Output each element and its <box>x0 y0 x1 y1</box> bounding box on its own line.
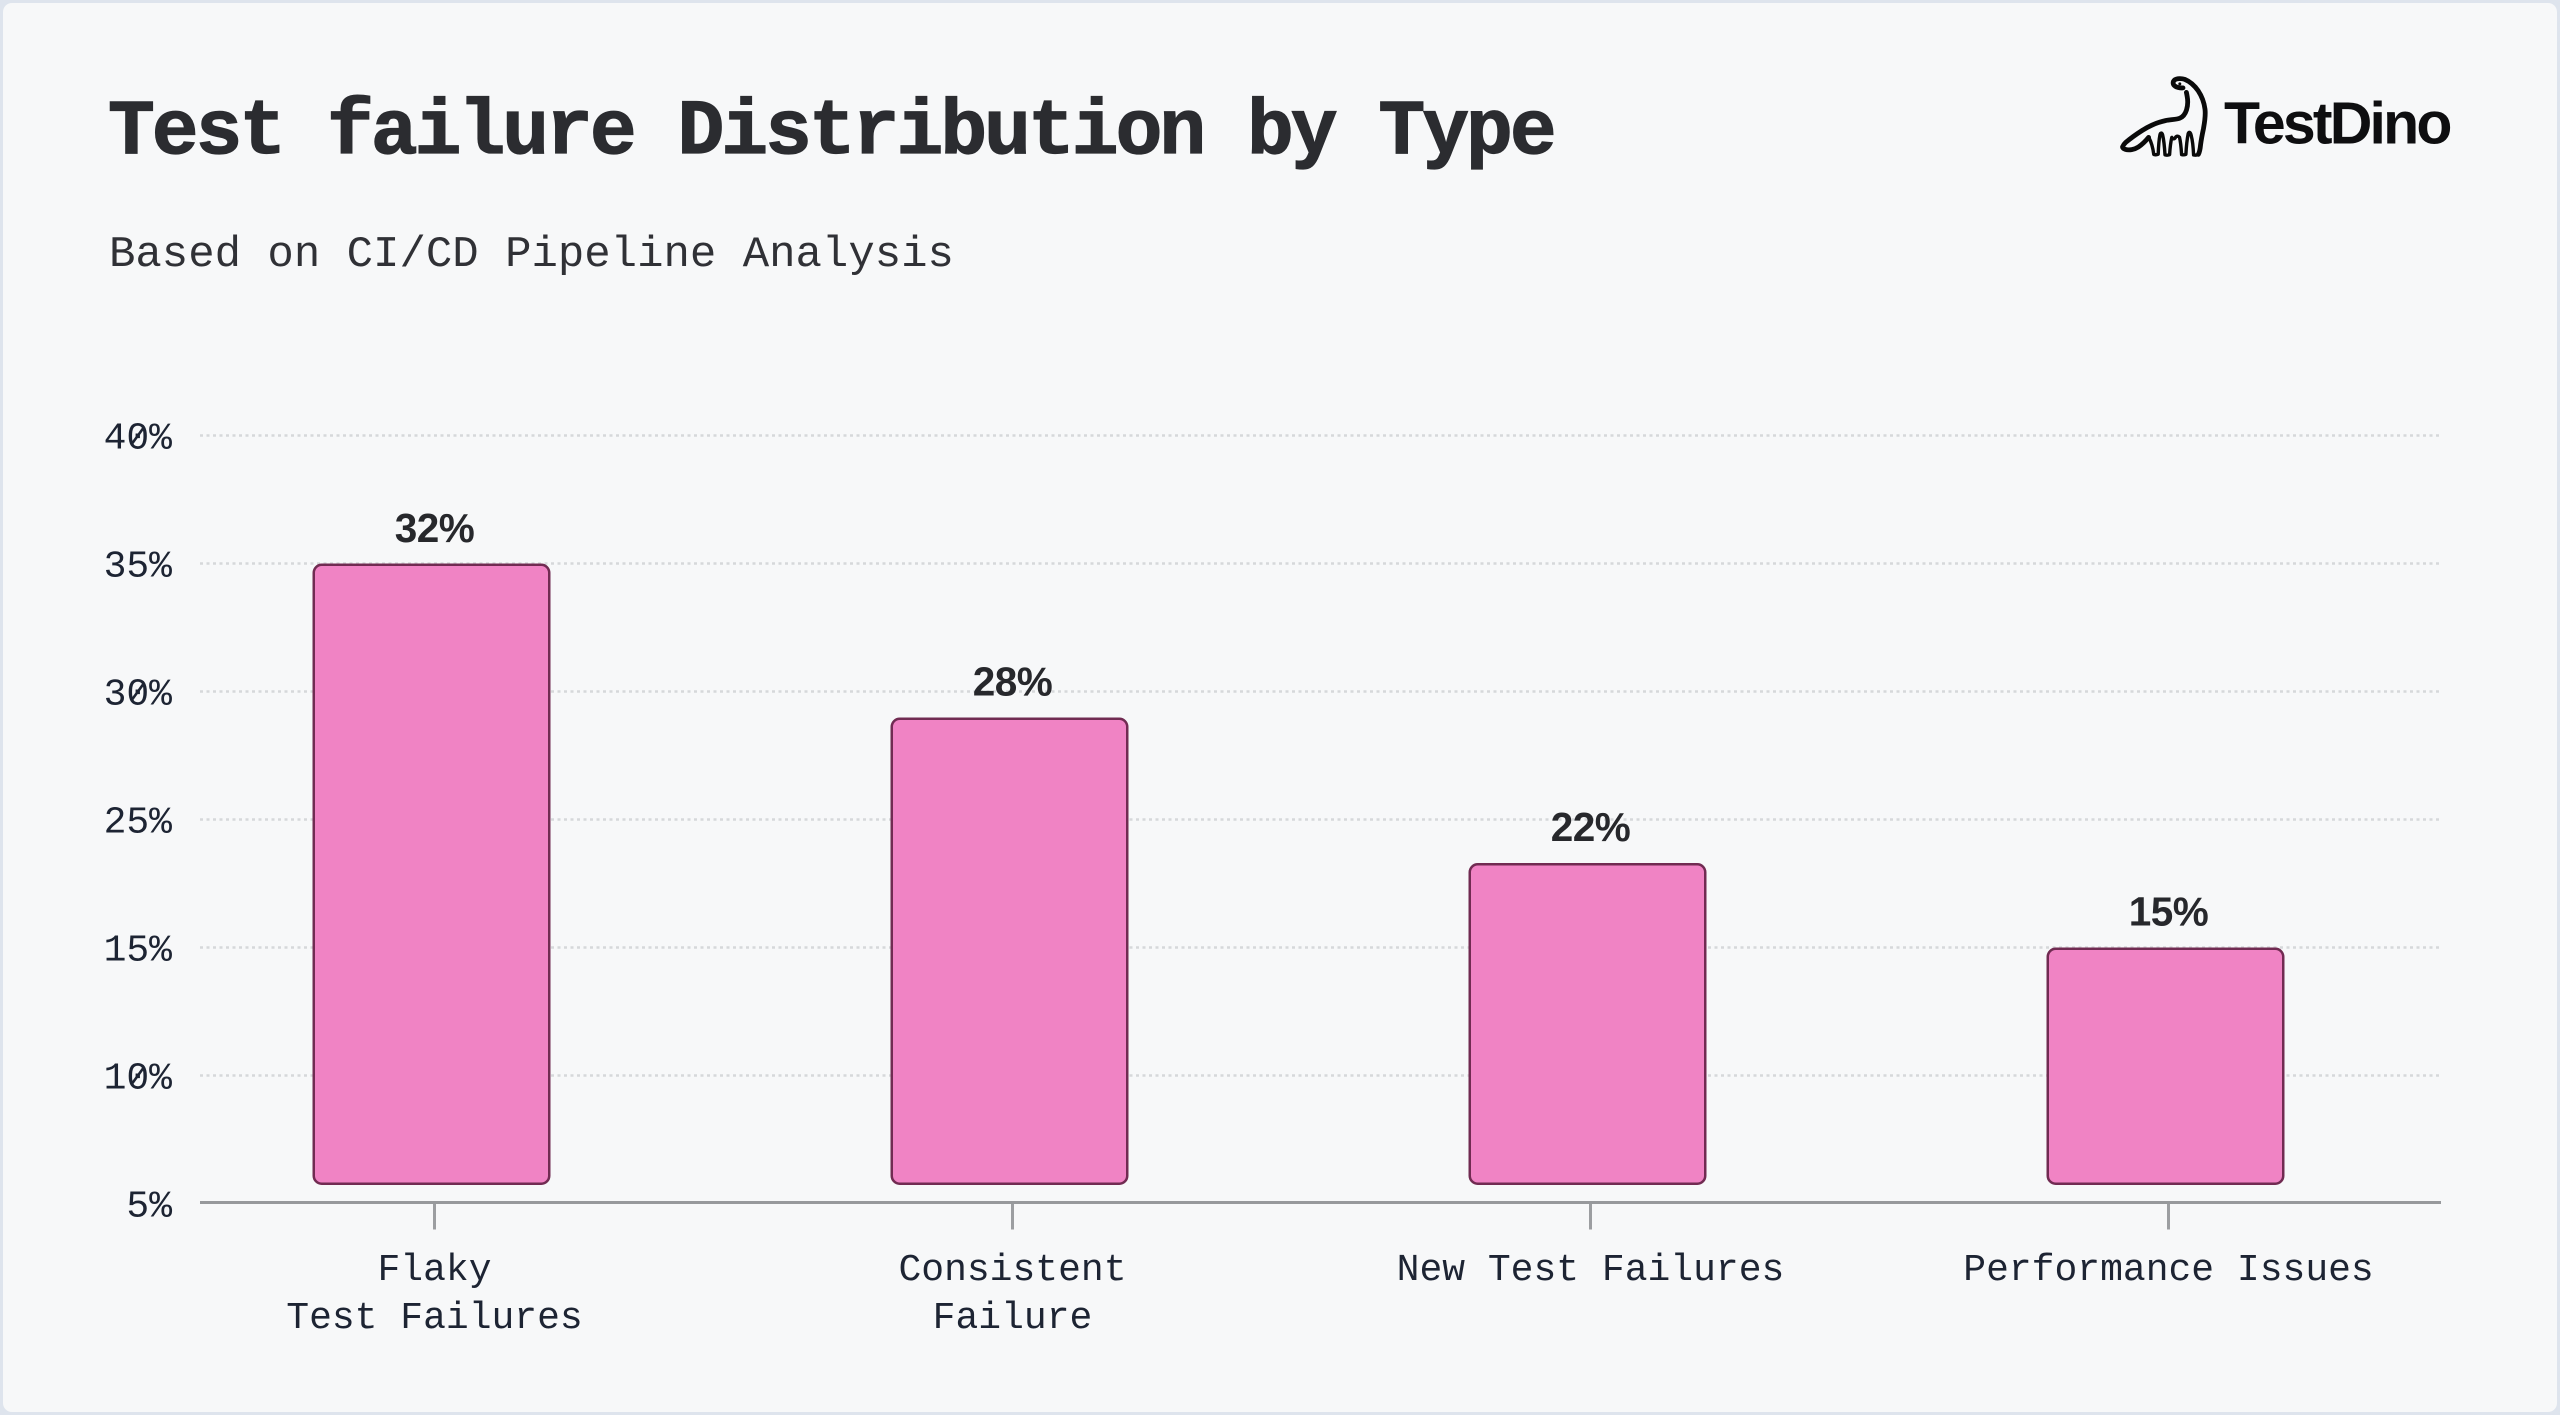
svg-text:15%: 15% <box>2129 889 2209 935</box>
svg-text:35%: 35% <box>104 546 173 589</box>
svg-text:25%: 25% <box>104 802 173 845</box>
svg-text:10%: 10% <box>104 1058 173 1101</box>
svg-text:Failure: Failure <box>933 1297 1093 1340</box>
svg-text:Based on CI/CD Pipeline Analys: Based on CI/CD Pipeline Analysis <box>109 230 954 280</box>
svg-text:Performance Issues: Performance Issues <box>1963 1249 2373 1292</box>
svg-text:Test Failures: Test Failures <box>286 1297 582 1340</box>
svg-text:TestDino: TestDino <box>2224 91 2450 157</box>
svg-text:Consistent: Consistent <box>898 1249 1126 1292</box>
svg-text:32%: 32% <box>395 505 475 551</box>
svg-text:5%: 5% <box>126 1186 172 1229</box>
svg-text:Flaky: Flaky <box>377 1249 491 1292</box>
svg-text:28%: 28% <box>973 659 1053 705</box>
svg-text:40%: 40% <box>104 418 173 461</box>
svg-text:New Test Failures: New Test Failures <box>1397 1249 1785 1292</box>
svg-text:15%: 15% <box>104 930 173 973</box>
svg-text:Test failure Distribution by T: Test failure Distribution by Type <box>108 89 1554 177</box>
svg-text:22%: 22% <box>1551 804 1631 850</box>
svg-text:30%: 30% <box>104 674 173 717</box>
